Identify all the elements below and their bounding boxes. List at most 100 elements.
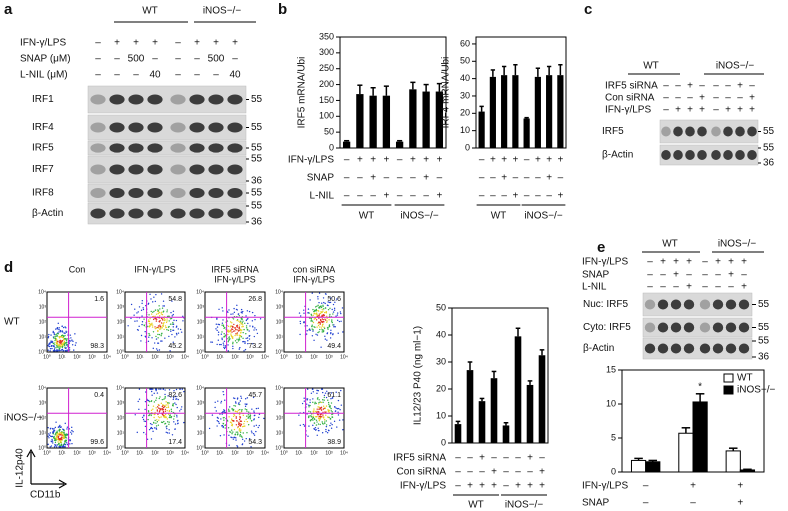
flow-event <box>238 403 241 406</box>
band-label: β-Actin <box>602 150 633 161</box>
flow-event <box>324 422 326 425</box>
flow-event <box>251 311 254 314</box>
flow-event <box>239 334 242 337</box>
treatment-sign: – <box>175 54 181 65</box>
flow-event <box>246 431 248 434</box>
flow-event <box>240 423 243 426</box>
blot-band <box>657 322 669 333</box>
flow-event <box>158 397 160 400</box>
flow-event <box>238 424 241 426</box>
flow-event <box>334 406 336 408</box>
flow-event <box>246 310 249 312</box>
flow-event <box>158 305 160 307</box>
flow-event <box>329 406 331 408</box>
flow-event <box>240 397 243 399</box>
flow-event <box>235 437 237 439</box>
flow-event <box>143 324 146 327</box>
flow-event <box>170 317 173 320</box>
flow-event <box>162 325 164 328</box>
bar <box>526 384 534 443</box>
flow-event <box>312 419 314 421</box>
flow-event <box>183 421 185 424</box>
treatment-sign: – <box>713 105 719 116</box>
flow-event <box>235 431 237 433</box>
flow-event <box>222 423 225 425</box>
flow-event <box>74 344 77 346</box>
flow-x-tick: 10¹ <box>58 354 66 360</box>
flow-event <box>152 311 154 314</box>
error-bar <box>491 370 497 379</box>
flow-event <box>211 341 214 343</box>
flow-event <box>324 421 326 423</box>
flow-event <box>338 419 341 421</box>
flow-event <box>160 340 162 342</box>
flow-event <box>328 301 331 304</box>
flow-event <box>236 304 238 307</box>
treatment-label: SNAP <box>582 498 610 509</box>
flow-event <box>326 304 329 306</box>
flow-event <box>65 337 67 340</box>
flow-event <box>164 319 166 321</box>
flow-x-tick: 10³ <box>246 354 254 360</box>
flow-event <box>148 332 150 335</box>
flow-event <box>208 427 211 430</box>
flow-event <box>312 401 314 404</box>
flow-event <box>242 325 244 328</box>
quadrant-value: 1.6 <box>94 296 104 303</box>
y-tick-label: 100 <box>319 111 334 121</box>
blot-band <box>657 299 669 310</box>
blot-strip <box>642 337 753 360</box>
flow-event <box>49 432 52 434</box>
blot-band <box>128 94 144 105</box>
flow-event <box>223 416 225 419</box>
flow-event <box>182 315 184 318</box>
flow-event <box>155 407 157 409</box>
flow-event <box>258 416 260 419</box>
flow-event <box>174 395 177 398</box>
flow-x-tick: 10¹ <box>216 450 224 456</box>
flow-event <box>231 331 233 333</box>
flow-y-tick: 10⁴ <box>116 385 124 391</box>
flow-event <box>229 331 231 333</box>
column-title: IFN-γ/LPS <box>293 274 335 284</box>
treatment-sign: 500 <box>128 54 145 65</box>
flow-event <box>253 335 256 338</box>
flow-event <box>50 445 53 447</box>
flow-event <box>217 417 219 419</box>
flow-event <box>303 321 305 324</box>
flow-event <box>316 421 318 423</box>
flow-event <box>312 411 315 413</box>
flow-event <box>232 415 235 418</box>
flow-event <box>155 320 158 322</box>
flow-event <box>239 408 241 411</box>
flow-event <box>53 337 55 339</box>
flow-event <box>150 390 153 393</box>
flow-event <box>176 420 179 422</box>
flow-event <box>64 436 66 438</box>
flow-event <box>242 432 244 434</box>
flow-event <box>325 428 327 431</box>
flow-event <box>231 433 233 435</box>
flow-event <box>53 349 55 351</box>
flow-plot <box>283 387 345 449</box>
flow-event <box>236 309 238 311</box>
flow-event <box>318 403 320 405</box>
flow-event <box>229 321 232 323</box>
flow-event <box>323 399 325 401</box>
flow-event <box>50 334 52 336</box>
flow-event <box>164 393 166 396</box>
flow-event <box>239 328 242 331</box>
flow-event <box>214 401 216 403</box>
flow-event <box>62 343 64 345</box>
flow-event <box>340 389 342 392</box>
flow-event <box>164 413 167 416</box>
flow-event <box>70 431 72 433</box>
flow-event <box>53 332 56 334</box>
flow-event <box>312 308 314 311</box>
flow-event <box>144 400 147 403</box>
flow-event <box>57 333 60 335</box>
flow-event <box>158 327 160 329</box>
flow-event <box>313 410 315 412</box>
flow-event <box>63 332 65 334</box>
